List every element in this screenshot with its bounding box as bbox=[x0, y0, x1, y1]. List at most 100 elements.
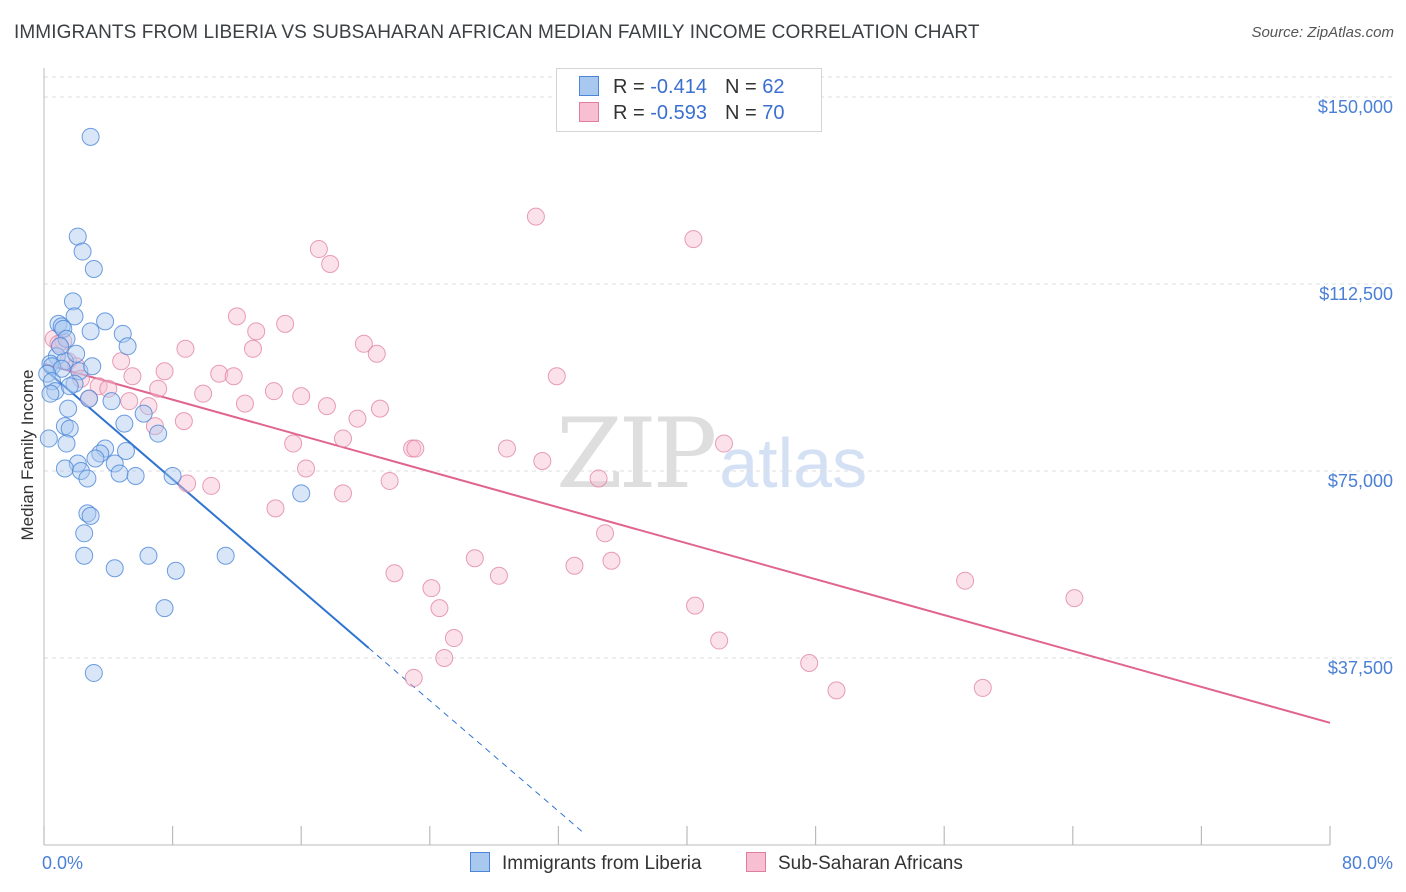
subsaharan-point bbox=[547, 367, 566, 386]
subsaharan-legend-label: Sub-Saharan Africans bbox=[778, 853, 963, 874]
subsaharan-point bbox=[54, 332, 73, 351]
liberia-point bbox=[166, 561, 185, 580]
bottom-legend-subsaharan[interactable]: Sub-Saharan Africans bbox=[746, 852, 963, 875]
subsaharan-point bbox=[444, 629, 463, 648]
liberia-point bbox=[84, 663, 103, 682]
subsaharan-point bbox=[800, 653, 819, 672]
liberia-point bbox=[60, 377, 79, 396]
liberia-point bbox=[51, 337, 70, 356]
x-tick-label-start: 0.0% bbox=[42, 853, 83, 873]
liberia-point bbox=[78, 504, 97, 523]
liberia-point bbox=[118, 337, 137, 356]
liberia-point bbox=[78, 469, 97, 488]
liberia-trend-extension bbox=[368, 647, 583, 833]
subsaharan-point bbox=[309, 240, 328, 259]
subsaharan-point bbox=[224, 367, 243, 386]
legend-r-label: R = bbox=[613, 102, 651, 124]
subsaharan-point bbox=[297, 459, 316, 478]
subsaharan-point bbox=[489, 566, 508, 585]
liberia-point bbox=[57, 434, 76, 453]
axes bbox=[43, 68, 1331, 846]
liberia-point bbox=[110, 464, 129, 483]
grid-lines bbox=[44, 76, 1394, 659]
subsaharan-point bbox=[149, 379, 168, 398]
subsaharan-point bbox=[266, 499, 285, 518]
subsaharan-point bbox=[284, 434, 303, 453]
subsaharan-point bbox=[321, 255, 340, 274]
liberia-point bbox=[41, 384, 60, 403]
stats-legend: R = -0.414 N = 62 R = -0.593 N = 70 bbox=[556, 68, 822, 132]
liberia-point bbox=[126, 466, 145, 485]
subsaharan-point bbox=[686, 596, 705, 615]
liberia-point bbox=[55, 459, 74, 478]
legend-r-value: -0.593 bbox=[650, 102, 707, 124]
y-tick-label: $150,000 bbox=[1318, 97, 1393, 117]
watermark: ZIPatlas bbox=[556, 398, 867, 510]
subsaharan-point bbox=[497, 439, 516, 458]
subsaharan-point bbox=[247, 322, 266, 341]
subsaharan-point bbox=[404, 668, 423, 687]
subsaharan-point bbox=[202, 476, 221, 495]
subsaharan-swatch bbox=[579, 102, 599, 122]
liberia-point bbox=[105, 454, 124, 473]
liberia-point bbox=[81, 127, 100, 146]
subsaharan-point bbox=[235, 394, 254, 413]
subsaharan-point bbox=[406, 439, 425, 458]
liberia-point bbox=[67, 344, 86, 363]
liberia-point bbox=[60, 419, 79, 438]
y-tick-label: $112,500 bbox=[1319, 284, 1393, 304]
subsaharan-point bbox=[292, 387, 311, 406]
liberia-point bbox=[216, 546, 235, 565]
liberia-point bbox=[96, 312, 115, 331]
liberia-point bbox=[59, 399, 78, 418]
legend-n-value: 70 bbox=[762, 102, 785, 124]
subsaharan-point bbox=[602, 551, 621, 570]
subsaharan-point bbox=[367, 344, 386, 363]
subsaharan-point bbox=[348, 409, 367, 428]
liberia-point bbox=[115, 414, 134, 433]
x-tick-label-end: 80.0% bbox=[1342, 853, 1393, 873]
liberia-point bbox=[65, 374, 84, 393]
subsaharan-point bbox=[589, 469, 608, 488]
subsaharan-point bbox=[120, 392, 139, 411]
liberia-point bbox=[139, 546, 158, 565]
liberia-point bbox=[116, 442, 135, 461]
subsaharan-point bbox=[243, 339, 262, 358]
liberia-point bbox=[134, 404, 153, 423]
liberia-point bbox=[102, 392, 121, 411]
liberia-point bbox=[292, 484, 311, 503]
liberia-point bbox=[73, 242, 92, 261]
subsaharan-point bbox=[112, 352, 131, 371]
y-tick-label: $75,000 bbox=[1328, 471, 1393, 491]
liberia-point bbox=[149, 424, 168, 443]
subsaharan-point bbox=[174, 412, 193, 431]
liberia-trend-line bbox=[43, 367, 370, 649]
subsaharan-point bbox=[155, 362, 174, 381]
subsaharan-point bbox=[317, 397, 336, 416]
legend-n-label: N = bbox=[724, 76, 763, 98]
liberia-point bbox=[83, 357, 102, 376]
bottom-legend-liberia[interactable]: Immigrants from Liberia bbox=[470, 852, 702, 875]
subsaharan-point bbox=[827, 681, 846, 700]
subsaharan-point bbox=[714, 434, 733, 453]
liberia-point bbox=[55, 417, 74, 436]
liberia-points bbox=[38, 127, 311, 682]
subsaharan-point bbox=[710, 631, 729, 650]
liberia-point bbox=[39, 429, 58, 448]
subsaharan-point bbox=[123, 367, 142, 386]
subsaharan-point bbox=[370, 399, 389, 418]
legend-n-label: N = bbox=[724, 102, 763, 124]
subsaharan-point bbox=[435, 648, 454, 667]
liberia-point bbox=[57, 329, 76, 348]
liberia-point bbox=[63, 292, 82, 311]
liberia-point bbox=[96, 439, 115, 458]
subsaharan-point bbox=[210, 364, 229, 383]
subsaharan-point bbox=[430, 599, 449, 618]
legend-row-liberia: R = -0.414 N = 62 bbox=[579, 76, 784, 100]
watermark-zip: ZIP bbox=[556, 398, 717, 510]
liberia-point bbox=[163, 466, 182, 485]
y-axis-title: Median Family Income bbox=[18, 369, 37, 540]
chart-title: IMMIGRANTS FROM LIBERIA VS SUBSAHARAN AF… bbox=[14, 22, 980, 43]
subsaharan-point bbox=[333, 484, 352, 503]
subsaharan-point bbox=[526, 207, 545, 226]
